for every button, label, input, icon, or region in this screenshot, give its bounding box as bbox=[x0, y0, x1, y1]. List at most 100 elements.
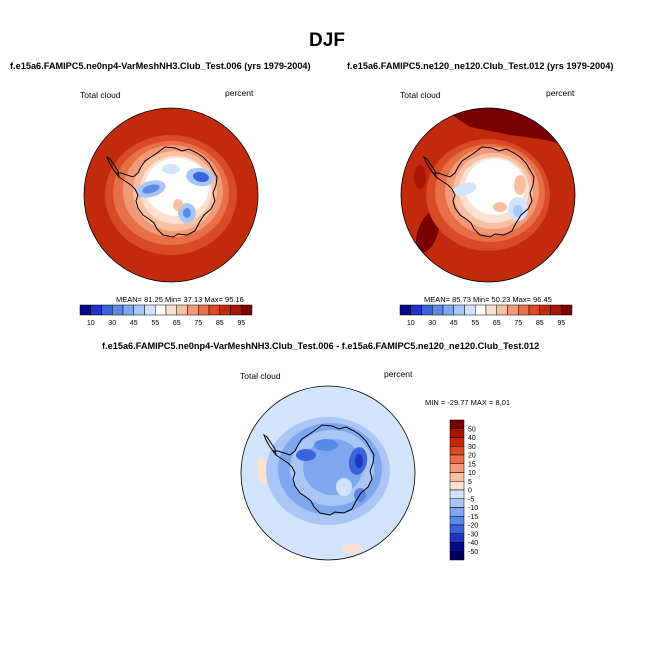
panel-1-map-border bbox=[83, 107, 259, 283]
panel-1-colorbar-swatch bbox=[122, 304, 134, 316]
panel-1-stats: MEAN= 81.25 Min= 37.13 Max= 95.16 bbox=[116, 295, 244, 304]
panel-1-colorbar-swatch bbox=[144, 304, 156, 316]
panel-1-colorbar-tick-label: 45 bbox=[130, 320, 138, 327]
panel-1-colorbar-swatch bbox=[219, 304, 231, 316]
panel-1-field-region bbox=[183, 208, 191, 218]
panel-2-colorbar-swatch bbox=[432, 304, 444, 316]
panel-3-colorbar-tick-label: -20 bbox=[468, 523, 478, 530]
panel-3-colorbar-tick-label: -10 bbox=[468, 505, 478, 512]
panel-3-colorbar-tick-label: -15 bbox=[468, 514, 478, 521]
panel-3-stats: MIN = -29.77 MAX = 8.01 bbox=[425, 398, 511, 407]
panel-3-colorbar-tick-label: 0 bbox=[468, 488, 472, 495]
panel-3-colorbar-swatch bbox=[449, 524, 465, 534]
panel-2-variable-label: Total cloud bbox=[400, 90, 441, 100]
panel-2-colorbar-swatch bbox=[518, 304, 530, 316]
panel-3-colorbar-swatch bbox=[449, 472, 465, 482]
panel-2-colorbar: 10 30 45 55 65 75 85 95 bbox=[399, 304, 573, 327]
panel-3-colorbar-swatch bbox=[449, 419, 465, 429]
panel-1-colorbar-swatch bbox=[208, 304, 220, 316]
page-title: DJF bbox=[309, 30, 345, 51]
panel-3-colorbar-tick-label: 40 bbox=[468, 435, 476, 442]
panel-3-field-region bbox=[256, 457, 270, 485]
panel-3-colorbar-swatch bbox=[449, 498, 465, 508]
panel-2-map-border bbox=[400, 107, 576, 283]
panel-2-field-region bbox=[493, 202, 507, 212]
panel-3-colorbar-tick-label: 50 bbox=[468, 426, 476, 433]
panel-1-colorbar-swatch bbox=[176, 304, 188, 316]
panel-1-colorbar-swatch bbox=[230, 304, 242, 316]
panel-1-coastline bbox=[115, 146, 218, 238]
panel-2-coastline-peninsula bbox=[422, 155, 437, 178]
panel-2-field-region bbox=[465, 159, 525, 215]
panel-2-colorbar-tick-label: 10 bbox=[407, 320, 415, 327]
panel-1-colorbar-tick-label: 30 bbox=[108, 320, 116, 327]
panel-2-field-region bbox=[453, 182, 477, 196]
panel-2-colorbar-swatch bbox=[528, 304, 540, 316]
panel-1-colorbar-swatch bbox=[198, 304, 210, 316]
panel-3-field-region bbox=[314, 439, 338, 451]
panel-3-field-region bbox=[296, 449, 316, 461]
panel-3-units-label: percent bbox=[384, 369, 413, 379]
panel-2-colorbar-tick-label: 30 bbox=[428, 320, 436, 327]
panel-1-colorbar-tick-label: 75 bbox=[194, 320, 202, 327]
panel-2-colorbar-swatch bbox=[496, 304, 508, 316]
panel-3-colorbar-tick-label: 30 bbox=[468, 444, 476, 451]
panel-3-colorbar-swatch bbox=[449, 428, 465, 438]
panel-2-colorbar-swatch bbox=[550, 304, 562, 316]
panel-1-colorbar-tick-label: 55 bbox=[151, 320, 159, 327]
panel-1-colorbar-swatch bbox=[155, 304, 167, 316]
panel-3-colorbar-tick-label: 20 bbox=[468, 453, 476, 460]
panel-3-variable-label: Total cloud bbox=[240, 371, 281, 381]
panel-3-colorbar-swatch bbox=[449, 533, 465, 543]
panel-2-title: f.e15a6.FAMIPC5.ne120_ne120.Club_Test.01… bbox=[347, 61, 614, 71]
panel-1-colorbar-swatch bbox=[90, 304, 102, 316]
panel-2-colorbar-tick-label: 95 bbox=[557, 320, 565, 327]
panel-1-field-region bbox=[193, 171, 209, 183]
panel-2-colorbar-swatch bbox=[464, 304, 476, 316]
panel-1-colorbar-swatch bbox=[79, 304, 91, 316]
panel-3-map bbox=[240, 385, 416, 561]
panel-2-colorbar-tick-label: 85 bbox=[536, 320, 544, 327]
panel-1-colorbar-swatch bbox=[112, 304, 124, 316]
panel-3-field-region bbox=[355, 454, 363, 468]
panel-2-colorbar-swatch bbox=[475, 304, 487, 316]
panel-1-colorbar-swatch bbox=[187, 304, 199, 316]
panel-3-colorbar-tick-label: -5 bbox=[468, 496, 474, 503]
panel-2-colorbar-tick-label: 45 bbox=[450, 320, 458, 327]
panel-1-colorbar-swatch bbox=[165, 304, 177, 316]
panel-1-colorbar-swatch bbox=[133, 304, 145, 316]
panel-3-coastline-peninsula bbox=[262, 433, 277, 456]
panel-2-units-label: percent bbox=[546, 88, 575, 98]
panel-2-colorbar-swatch bbox=[507, 304, 519, 316]
panel-1-title: f.e15a6.FAMIPC5.ne0np4-VarMeshNH3.Club_T… bbox=[10, 61, 311, 71]
panel-3-colorbar-swatch bbox=[449, 481, 465, 491]
panel-3-colorbar-tick-label: 15 bbox=[468, 461, 476, 468]
panel-3-colorbar-swatch bbox=[449, 516, 465, 526]
panel-1-colorbar-swatch bbox=[101, 304, 113, 316]
panel-1-variable-label: Total cloud bbox=[80, 90, 121, 100]
panel-1-field-region bbox=[173, 199, 183, 211]
panel-3-colorbar-tick-label: -50 bbox=[468, 549, 478, 556]
panel-2-colorbar-swatch bbox=[410, 304, 422, 316]
panel-3-colorbar-swatch bbox=[449, 454, 465, 464]
panel-1-field-region bbox=[142, 184, 160, 194]
panel-1-colorbar-tick-label: 85 bbox=[216, 320, 224, 327]
panel-2-field-region bbox=[414, 165, 426, 189]
panel-1-colorbar-tick-label: 95 bbox=[237, 320, 245, 327]
panel-3-field-region bbox=[336, 478, 352, 496]
panel-2-field-region bbox=[513, 205, 523, 217]
panel-3-coastline bbox=[272, 424, 375, 516]
panel-1-units-label: percent bbox=[225, 88, 254, 98]
panel-3-colorbar-tick-label: -30 bbox=[468, 531, 478, 538]
panel-3-title: f.e15a6.FAMIPC5.ne0np4-VarMeshNH3.Club_T… bbox=[102, 341, 540, 351]
panel-2-colorbar-tick-label: 55 bbox=[471, 320, 479, 327]
panel-3-field-region bbox=[342, 544, 362, 554]
panel-1-colorbar-swatch bbox=[241, 304, 253, 316]
panel-3-colorbar-swatch bbox=[449, 507, 465, 517]
panel-1-coastline-peninsula bbox=[105, 155, 120, 178]
panel-2-colorbar-swatch bbox=[442, 304, 454, 316]
panel-3-colorbar-swatch bbox=[449, 489, 465, 499]
panel-3-colorbar-swatch bbox=[449, 551, 465, 561]
panel-3-colorbar-tick-label: 10 bbox=[468, 470, 476, 477]
panel-3-colorbar-tick-label: 5 bbox=[468, 479, 472, 486]
